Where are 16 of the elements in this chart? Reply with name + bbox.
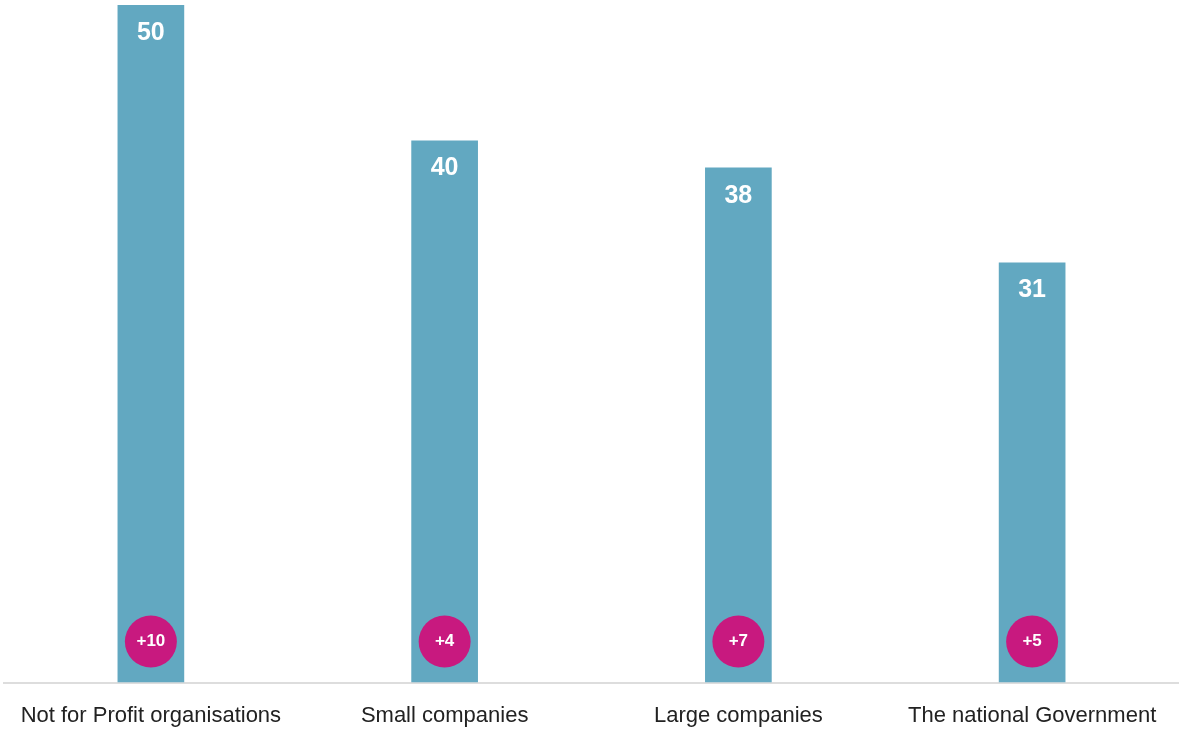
data-label: 31: [1018, 274, 1047, 303]
data-label: 40: [430, 152, 459, 181]
bar: [117, 5, 185, 683]
x-tick-label: Not for Profit organisations: [20, 701, 282, 727]
data-label: 38: [724, 179, 753, 208]
bar: [411, 140, 478, 683]
bar: [998, 262, 1066, 683]
bar: [705, 167, 772, 683]
x-tick-label: Small companies: [360, 701, 529, 727]
x-tick-label: The national Government: [907, 701, 1157, 727]
annotation: +5: [1022, 631, 1042, 651]
annotation: +4: [434, 631, 455, 651]
x-tick-label: Large companies: [653, 701, 823, 727]
data-label: 50: [136, 16, 165, 45]
annotation: +7: [728, 631, 749, 651]
annotation: +10: [136, 631, 166, 651]
